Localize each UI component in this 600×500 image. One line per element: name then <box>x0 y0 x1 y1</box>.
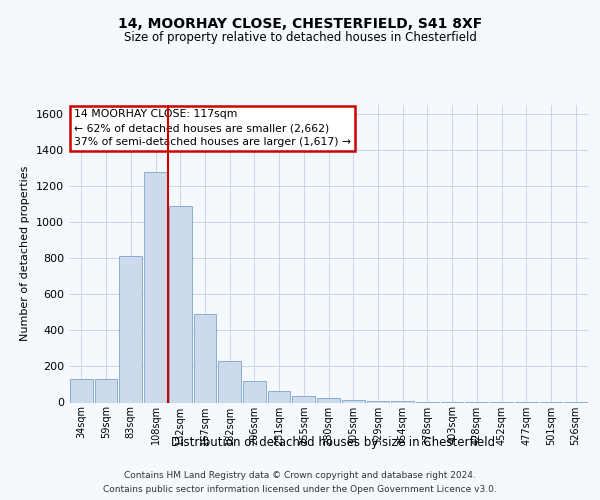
Text: Contains HM Land Registry data © Crown copyright and database right 2024.: Contains HM Land Registry data © Crown c… <box>124 472 476 480</box>
Bar <box>119 256 142 402</box>
Bar <box>169 206 191 402</box>
Text: 14, MOORHAY CLOSE, CHESTERFIELD, S41 8XF: 14, MOORHAY CLOSE, CHESTERFIELD, S41 8XF <box>118 18 482 32</box>
Bar <box>243 381 266 402</box>
Bar <box>144 172 167 402</box>
Bar <box>391 401 414 402</box>
Bar <box>268 391 290 402</box>
Text: Contains public sector information licensed under the Open Government Licence v3: Contains public sector information licen… <box>103 484 497 494</box>
Bar <box>70 379 93 402</box>
Bar <box>317 398 340 402</box>
Text: Distribution of detached houses by size in Chesterfield: Distribution of detached houses by size … <box>171 436 495 449</box>
Bar <box>367 400 389 402</box>
Bar <box>342 400 365 402</box>
Bar <box>218 361 241 403</box>
Y-axis label: Number of detached properties: Number of detached properties <box>20 166 31 342</box>
Bar <box>292 396 315 402</box>
Text: 14 MOORHAY CLOSE: 117sqm
← 62% of detached houses are smaller (2,662)
37% of sem: 14 MOORHAY CLOSE: 117sqm ← 62% of detach… <box>74 110 352 148</box>
Text: Size of property relative to detached houses in Chesterfield: Size of property relative to detached ho… <box>124 31 476 44</box>
Bar <box>194 314 216 402</box>
Bar <box>95 379 118 402</box>
